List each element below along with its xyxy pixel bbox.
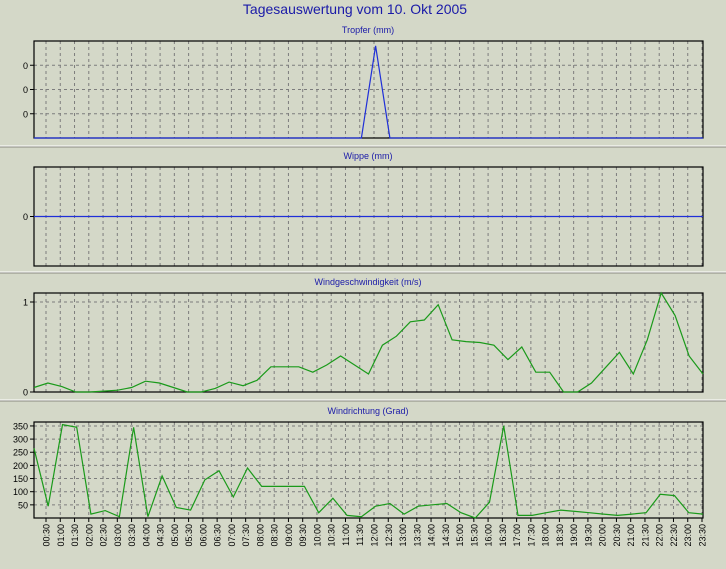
y-tick-label: 350 xyxy=(13,421,28,431)
x-tick-label: 17:30 xyxy=(526,524,536,547)
x-tick-label: 23:30 xyxy=(698,524,708,547)
x-tick-label: 10:30 xyxy=(327,524,337,547)
y-tick-label: 0 xyxy=(23,85,28,95)
x-tick-label: 02:00 xyxy=(84,524,94,547)
x-tick-label: 01:00 xyxy=(56,524,66,547)
x-tick-label: 01:30 xyxy=(70,524,80,547)
x-tick-label: 04:00 xyxy=(141,524,151,547)
y-tick-label: 0 xyxy=(23,388,28,398)
series-line-1 xyxy=(33,291,704,393)
chart-panel-1: Tropfer (mm) 0 0 0 xyxy=(23,25,704,139)
y-tick-label: 1 xyxy=(23,298,28,308)
x-tick-label: 15:30 xyxy=(469,524,479,547)
chart-panel-2: Wippe (mm) 0 xyxy=(23,151,704,267)
x-tick-label: 22:30 xyxy=(669,524,679,547)
x-tick-label: 14:30 xyxy=(441,524,451,547)
x-tick-label: 07:00 xyxy=(227,524,237,547)
x-tick-label: 14:00 xyxy=(427,524,437,547)
x-tick-label: 18:00 xyxy=(541,524,551,547)
x-tick-label: 21:00 xyxy=(626,524,636,547)
x-tick-label: 16:30 xyxy=(498,524,508,547)
x-tick-label: 15:00 xyxy=(455,524,465,547)
y-tick-label: 200 xyxy=(13,461,28,471)
plot-frame xyxy=(33,292,704,393)
x-tick-label: 09:30 xyxy=(298,524,308,547)
x-tick-label: 06:00 xyxy=(198,524,208,547)
x-tick-label: 11:30 xyxy=(355,524,365,546)
chart-panel-4: Windrichtung (Grad) 50 100 150 200 250 300 350 xyxy=(13,406,704,519)
x-tick-label: 05:00 xyxy=(170,524,180,547)
panel-title: Windgeschwindigkeit (m/s) xyxy=(314,277,421,287)
x-tick-label: 17:00 xyxy=(512,524,522,547)
x-tick-label: 09:00 xyxy=(284,524,294,547)
series-line-1 xyxy=(33,423,704,519)
plot-frame xyxy=(33,40,704,139)
panel-title: Wippe (mm) xyxy=(344,151,393,161)
panel-title: Windrichtung (Grad) xyxy=(327,406,408,416)
y-tick-label: 50 xyxy=(18,500,28,510)
x-tick-label: 23:00 xyxy=(683,524,693,547)
x-tick-label: 07:30 xyxy=(241,524,251,547)
panel-title: Tropfer (mm) xyxy=(342,25,394,35)
x-tick-label: 02:30 xyxy=(99,524,109,547)
x-tick-label: 03:30 xyxy=(127,524,137,547)
y-tick-label: 300 xyxy=(13,435,28,445)
x-tick-label: 04:30 xyxy=(156,524,166,547)
series-line-1 xyxy=(34,45,703,139)
x-tick-label: 21:30 xyxy=(641,524,651,547)
x-tick-label: 13:00 xyxy=(398,524,408,547)
x-tick-label: 12:00 xyxy=(370,524,380,547)
x-tick-label: 05:30 xyxy=(184,524,194,547)
x-tick-label: 08:30 xyxy=(270,524,280,547)
y-tick-label: 0 xyxy=(23,109,28,119)
x-tick-label: 22:00 xyxy=(655,524,665,547)
x-tick-label: 20:30 xyxy=(612,524,622,547)
page-title: Tagesauswertung vom 10. Okt 2005 xyxy=(243,1,467,17)
x-tick-label: 11:00 xyxy=(341,524,351,546)
x-tick-label: 00:30 xyxy=(42,524,52,547)
x-tick-label: 10:00 xyxy=(313,524,323,547)
x-tick-label: 18:30 xyxy=(555,524,565,547)
y-tick-label: 0 xyxy=(23,212,28,222)
x-tick-label: 12:30 xyxy=(384,524,394,547)
x-tick-label: 16:00 xyxy=(484,524,494,547)
x-tick-label: 03:00 xyxy=(113,524,123,547)
x-tick-label: 08:00 xyxy=(255,524,265,547)
x-axis-time-labels: 00:30 01:00 01:30 02:00 02:30 03:00 03:30 04:00… xyxy=(42,518,708,547)
y-tick-label: 0 xyxy=(23,61,28,71)
x-tick-label: 13:30 xyxy=(412,524,422,547)
plot-frame xyxy=(33,421,704,519)
y-tick-label: 100 xyxy=(13,487,28,497)
chart-panel-3: Windgeschwindigkeit (m/s) 0 1 xyxy=(23,277,704,398)
y-tick-label: 250 xyxy=(13,448,28,458)
x-tick-label: 20:00 xyxy=(598,524,608,547)
x-tick-label: 19:00 xyxy=(569,524,579,547)
x-tick-label: 19:30 xyxy=(583,524,593,547)
x-tick-label: 06:30 xyxy=(213,524,223,547)
y-tick-label: 150 xyxy=(13,474,28,484)
